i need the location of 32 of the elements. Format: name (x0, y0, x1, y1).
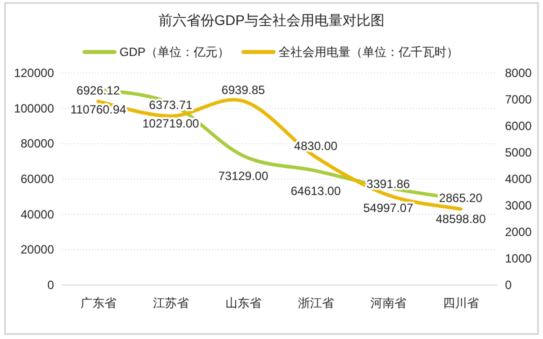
x-tick-label: 四川省 (442, 296, 479, 310)
data-label: 73129.00 (218, 168, 269, 183)
y2-tick-label: 1000 (505, 252, 532, 266)
chart-title: 前六省份GDP与全社会用电量对比图 (158, 12, 385, 28)
data-label: 54997.07 (363, 200, 414, 215)
data-label: 102719.00 (142, 116, 200, 131)
y-tick-label: 20000 (20, 242, 54, 257)
y2-tick-label: 5000 (505, 146, 532, 160)
y-tick-label: 120000 (14, 66, 54, 80)
legend-label: GDP（单位：亿元） (119, 45, 230, 59)
y2-tick-label: 7000 (505, 92, 532, 106)
y-tick-label: 0 (47, 278, 54, 292)
data-label: 64613.00 (290, 184, 342, 198)
y2-tick-label: 6000 (505, 119, 532, 133)
y2-tick-label: 0 (505, 278, 512, 292)
y2-tick-label: 8000 (505, 66, 532, 80)
y-tick-label: 80000 (20, 136, 54, 151)
y-tick-label: 100000 (14, 101, 54, 116)
data-label: 48598.80 (436, 212, 486, 226)
x-tick-label: 江苏省 (152, 296, 189, 310)
y-tick-label: 60000 (20, 172, 54, 186)
y2-tick-label: 3000 (505, 198, 532, 212)
x-tick-label: 广东省 (80, 296, 116, 310)
y2-tick-label: 4000 (505, 172, 532, 186)
y2-tick-label: 2000 (505, 225, 532, 239)
y-tick-label: 40000 (20, 207, 54, 222)
x-tick-label: 河南省 (370, 296, 406, 310)
data-label: 6939.85 (222, 83, 266, 98)
data-label: 110760.94 (70, 102, 126, 116)
x-tick-label: 浙江省 (298, 296, 334, 310)
x-tick-label: 山东省 (225, 296, 262, 310)
legend-label: 全社会用电量（单位：亿千瓦时） (278, 45, 459, 59)
